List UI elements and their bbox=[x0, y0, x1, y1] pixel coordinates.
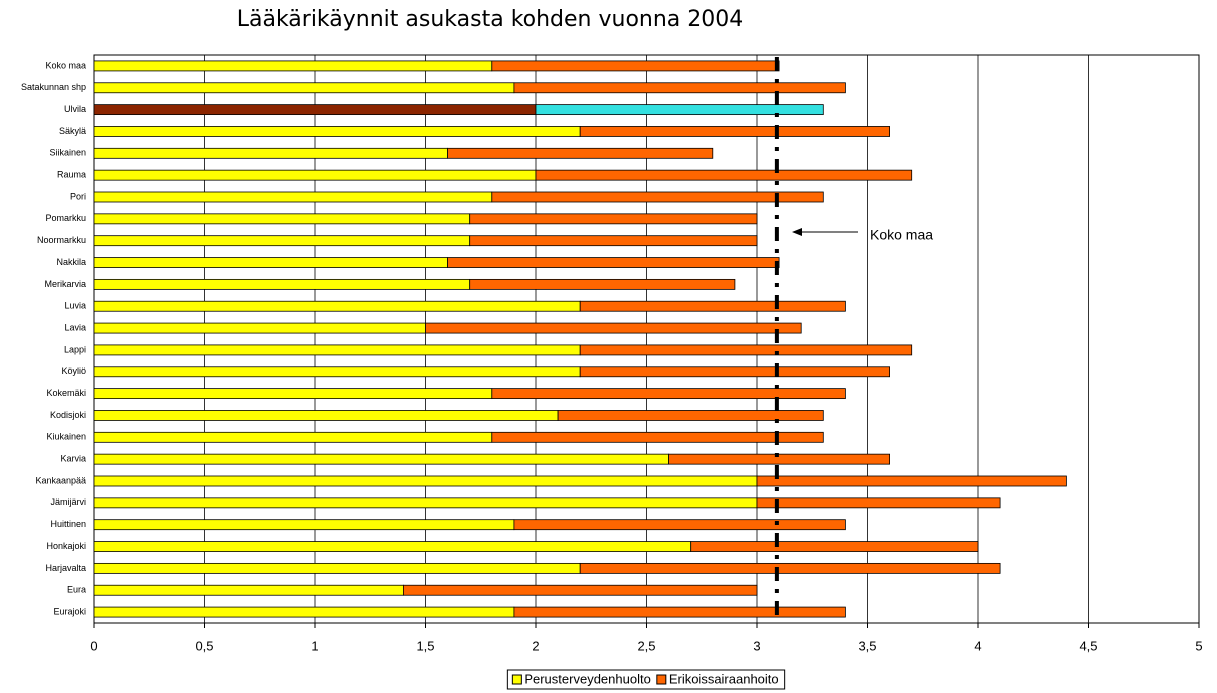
y-tick-label: Köyliö bbox=[61, 366, 86, 376]
bar bbox=[93, 322, 426, 334]
annotation: Koko maa bbox=[870, 227, 933, 243]
y-tick-label: Eurajoki bbox=[53, 606, 86, 616]
y-tick-label: Säkylä bbox=[59, 126, 86, 136]
y-tick-label: Ulvila bbox=[64, 104, 86, 114]
bar bbox=[668, 453, 890, 465]
bar bbox=[93, 147, 449, 159]
y-tick-label: Honkajoki bbox=[46, 541, 86, 551]
bar bbox=[513, 82, 846, 94]
arrow-head bbox=[792, 228, 802, 236]
legend-swatch bbox=[656, 674, 667, 685]
bar bbox=[93, 497, 758, 509]
bar bbox=[690, 541, 979, 552]
x-tick-label: 0,5 bbox=[195, 638, 213, 653]
bar bbox=[93, 213, 471, 225]
x-tick-label: 3 bbox=[753, 638, 760, 653]
y-tick-label: Karvia bbox=[60, 454, 86, 464]
bar bbox=[756, 497, 1001, 509]
y-tick-label: Kokemäki bbox=[46, 388, 86, 398]
bar bbox=[93, 344, 581, 356]
bar bbox=[93, 126, 581, 137]
bar bbox=[491, 60, 780, 72]
x-tick-label: 1,5 bbox=[416, 638, 434, 653]
bar bbox=[402, 584, 758, 596]
bar bbox=[491, 191, 824, 203]
y-tick-label: Merikarvia bbox=[44, 279, 86, 289]
bar bbox=[469, 235, 758, 247]
y-tick-label: Nakkila bbox=[56, 257, 86, 267]
y-tick-label: Kodisjoki bbox=[50, 410, 86, 420]
bar bbox=[93, 453, 669, 465]
chart-title: Lääkärikäynnit asukasta kohden vuonna 20… bbox=[237, 7, 744, 32]
bar bbox=[93, 388, 493, 400]
bar bbox=[93, 235, 471, 247]
bar bbox=[535, 169, 913, 181]
x-tick-label: 0 bbox=[90, 638, 97, 653]
legend-box bbox=[506, 669, 786, 690]
y-tick-label: Pomarkku bbox=[45, 213, 86, 223]
y-tick-label: Satakunnan shp bbox=[21, 82, 86, 92]
y-tick-label: Kiukainen bbox=[46, 432, 86, 442]
y-tick-label: Kankaanpää bbox=[35, 475, 86, 485]
y-tick-label: Noormarkku bbox=[37, 235, 86, 245]
x-tick-label: 3,5 bbox=[858, 638, 876, 653]
legend-swatch bbox=[511, 674, 522, 685]
y-tick-label: Huittinen bbox=[50, 519, 86, 529]
bar bbox=[535, 104, 824, 116]
bar bbox=[93, 82, 515, 94]
bar bbox=[756, 475, 1067, 487]
bar bbox=[93, 606, 515, 618]
bar bbox=[579, 366, 891, 378]
bar bbox=[491, 388, 846, 400]
legend-label: Erikoissairaanhoito bbox=[669, 671, 779, 686]
x-tick-label: 5 bbox=[1195, 638, 1202, 653]
bar bbox=[579, 344, 913, 356]
bar bbox=[579, 562, 1001, 574]
y-tick-label: Luvia bbox=[64, 301, 86, 311]
y-tick-label: Siikainen bbox=[49, 148, 86, 158]
bar bbox=[579, 126, 891, 137]
bar bbox=[93, 584, 404, 596]
bar bbox=[447, 257, 780, 268]
bar bbox=[93, 562, 581, 574]
y-tick-label: Lappi bbox=[64, 344, 86, 354]
bar bbox=[93, 475, 758, 487]
bar bbox=[93, 104, 537, 116]
bar bbox=[93, 431, 493, 443]
bar bbox=[93, 257, 449, 268]
bar bbox=[93, 519, 515, 531]
bar bbox=[93, 366, 581, 378]
x-tick-label: 1 bbox=[311, 638, 318, 653]
x-tick-label: 2 bbox=[532, 638, 539, 653]
bar bbox=[93, 300, 581, 312]
y-tick-label: Eura bbox=[67, 585, 86, 595]
bar bbox=[469, 213, 758, 225]
bar bbox=[425, 322, 802, 334]
y-tick-label: Harjavalta bbox=[45, 563, 86, 573]
y-tick-label: Jämijärvi bbox=[50, 497, 86, 507]
y-tick-label: Koko maa bbox=[45, 60, 86, 70]
y-tick-label: Pori bbox=[70, 191, 86, 201]
bar bbox=[557, 410, 824, 421]
x-tick-label: 2,5 bbox=[637, 638, 655, 653]
bar bbox=[93, 60, 493, 72]
bar bbox=[491, 431, 824, 443]
bar bbox=[93, 169, 537, 181]
bar bbox=[469, 278, 736, 290]
bar bbox=[93, 410, 559, 421]
bar bbox=[93, 541, 692, 552]
bar bbox=[579, 300, 846, 312]
legend-label: Perusterveydenhuolto bbox=[524, 671, 650, 686]
bar bbox=[513, 519, 846, 531]
bar bbox=[93, 191, 493, 203]
bar bbox=[447, 147, 714, 159]
y-tick-label: Lavia bbox=[64, 322, 86, 332]
bar bbox=[93, 278, 471, 290]
bar bbox=[513, 606, 846, 618]
x-tick-label: 4,5 bbox=[1079, 638, 1097, 653]
x-tick-label: 4 bbox=[974, 638, 981, 653]
y-tick-label: Rauma bbox=[57, 170, 86, 180]
